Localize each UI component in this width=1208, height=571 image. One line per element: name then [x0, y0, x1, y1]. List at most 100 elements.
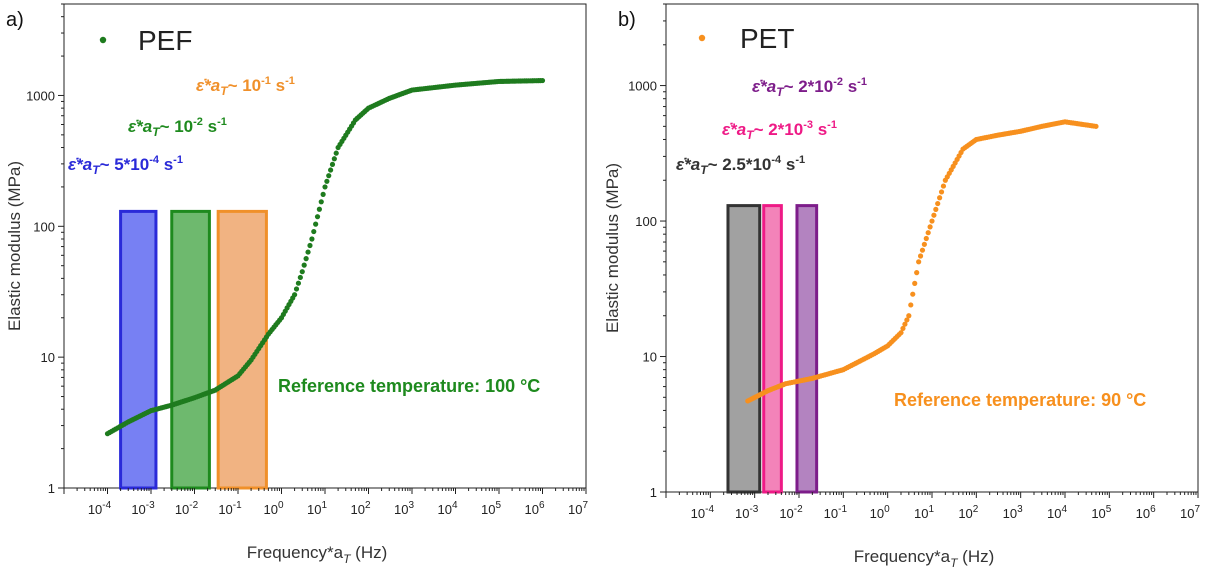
x-tick-label: 101 [914, 504, 934, 521]
data-point [305, 249, 311, 255]
y-tick-label: 100 [635, 214, 657, 229]
rate-label-3: ε̇*aT~ 10-1 s-1 [196, 75, 295, 98]
x-tick-label: 105 [481, 500, 501, 517]
reference-temperature-label: Reference temperature: 100 °C [278, 376, 540, 396]
data-point [906, 313, 912, 319]
rate-window-3 [795, 204, 819, 494]
y-tick-label: 10 [41, 350, 55, 365]
x-tick-label: 102 [350, 500, 370, 517]
data-point [929, 218, 935, 224]
data-point [910, 291, 916, 297]
data-point [914, 270, 920, 276]
x-tick-label: 100 [263, 500, 283, 517]
reference-temperature-label: Reference temperature: 90 °C [894, 390, 1146, 410]
y-axis-label: Elastic modulus (MPa) [5, 161, 24, 331]
data-point [316, 206, 322, 212]
panel-label: a) [6, 9, 24, 31]
data-point [293, 286, 300, 292]
data-point [900, 325, 906, 332]
data-point [311, 228, 317, 235]
y-tick-label: 1000 [26, 88, 55, 103]
data-point [313, 221, 319, 227]
chart-pet: 10-4 10-3 10-2 10-1 100 101 102 103 104 105 106 107… [603, 3, 1200, 570]
x-tick-label: 10-3 [735, 504, 759, 521]
x-tick-label: 103 [394, 500, 414, 517]
data-point [324, 178, 330, 184]
data-point [329, 161, 336, 168]
rate-label-2: ε̇*aT~ 2*10-3 s-1 [722, 119, 837, 142]
data-point [940, 183, 947, 189]
data-point [322, 184, 328, 190]
chart-pef: 10-4 10-3 10-2 10-1 100 101 102 103 104 105 106 107… [5, 3, 588, 566]
data-point [916, 259, 922, 265]
x-tick-label: 107 [568, 500, 588, 517]
data-point [921, 241, 927, 247]
panel-label: b) [618, 9, 636, 31]
data-point [927, 224, 933, 230]
data-point [333, 150, 339, 156]
data-point [919, 247, 926, 253]
rate-window-1 [119, 209, 158, 490]
data-point [297, 274, 303, 281]
data-point [303, 256, 309, 262]
y-tick-label: 1 [650, 485, 657, 500]
data-point [301, 262, 307, 268]
rate-label-1: ε̇*aT~ 5*10-4 s-1 [68, 154, 183, 177]
x-tick-label: 101 [307, 500, 327, 517]
rate-label-3: ε̇*aT~ 2*10-2 s-1 [752, 76, 867, 99]
x-tick-label: 10-2 [175, 500, 199, 517]
data-point [898, 330, 904, 336]
data-point [328, 167, 334, 173]
data-point [923, 235, 929, 242]
data-point [933, 206, 939, 212]
y-tick-label: 10 [643, 350, 657, 365]
x-tick-label: 10-2 [779, 504, 803, 521]
rate-window-1 [726, 204, 762, 494]
x-tick-label: 10-4 [691, 504, 715, 521]
x-tick-label: 100 [870, 504, 890, 521]
rate-label-1: ε̇*aT~ 2.5*10-4 s-1 [676, 154, 805, 177]
data-point [925, 230, 931, 236]
x-tick-label: 104 [437, 500, 457, 517]
data-point [902, 321, 908, 327]
series-pef [104, 77, 546, 437]
x-tick-label: 10-1 [218, 500, 242, 517]
x-tick-label: 107 [1180, 504, 1200, 521]
data-point [314, 214, 321, 220]
legend-marker [698, 34, 706, 42]
rate-window-2 [762, 204, 783, 494]
x-tick-label: 103 [1003, 504, 1023, 521]
rate-window-2 [170, 209, 211, 490]
x-tick-label: 102 [958, 504, 978, 521]
x-tick-label: 105 [1091, 504, 1111, 521]
data-point [320, 191, 326, 197]
x-tick-label: 104 [1047, 504, 1067, 521]
x-tick-label: 10-3 [131, 500, 155, 517]
data-point [1093, 123, 1099, 129]
legend-marker [99, 36, 107, 44]
data-point [326, 173, 332, 179]
x-tick-label: 106 [524, 500, 544, 517]
data-point [917, 253, 924, 259]
data-point [309, 236, 315, 242]
data-point [935, 200, 941, 207]
rate-label-2: ε̇*aT~ 10-2 s-1 [128, 116, 227, 139]
data-point [307, 242, 313, 249]
y-tick-label: 1000 [628, 79, 657, 94]
data-point [938, 189, 945, 195]
data-point [931, 212, 937, 218]
data-point [912, 280, 918, 286]
data-point [539, 77, 546, 84]
data-point [904, 317, 910, 323]
x-tick-label: 10-1 [824, 504, 848, 521]
legend-label: PEF [138, 25, 192, 56]
x-axis-label: Frequency*aT (Hz) [247, 543, 388, 566]
y-tick-label: 100 [33, 219, 55, 234]
y-axis-label: Elastic modulus (MPa) [603, 163, 622, 333]
legend-label: PET [740, 23, 794, 54]
data-point [331, 156, 337, 162]
x-tick-label: 10-4 [88, 500, 112, 517]
data-point [299, 269, 305, 275]
data-point [908, 302, 914, 308]
data-point [937, 195, 943, 201]
